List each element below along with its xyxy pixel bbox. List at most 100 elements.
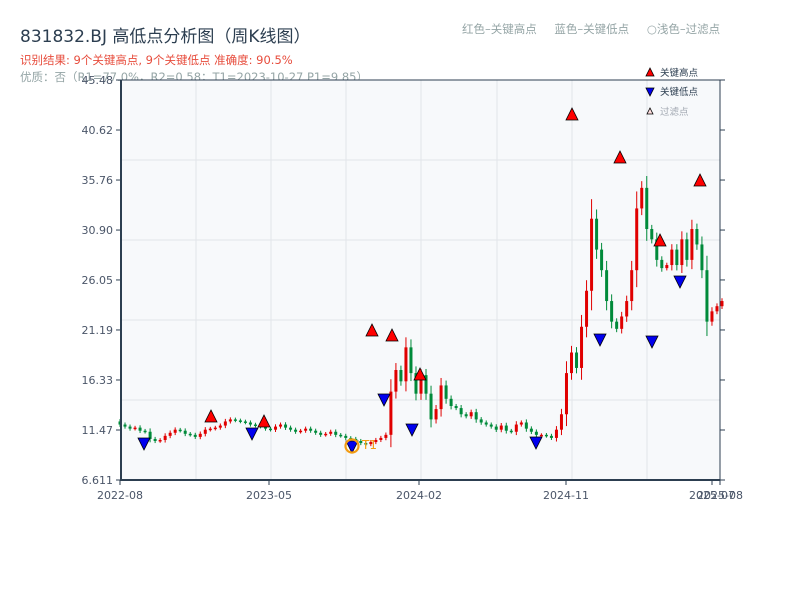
candle-down	[269, 428, 272, 431]
candle-up	[369, 442, 373, 445]
color-legend: 红色–关键高点 蓝色–关键低点 ○浅色–过滤点	[462, 21, 734, 37]
candle-up	[434, 409, 438, 420]
candle-down	[489, 424, 493, 427]
key-high-marker	[653, 233, 667, 247]
candle-down	[695, 229, 699, 245]
candle-down	[484, 422, 488, 425]
candle-down	[243, 421, 247, 423]
y-tick-label: 6.611	[82, 474, 114, 487]
key-high-marker	[613, 150, 627, 164]
candle-down	[655, 239, 659, 260]
candle-up	[374, 439, 378, 443]
legend-high-label: 关键高点	[660, 67, 699, 79]
candle-down	[314, 430, 318, 433]
x-tick-label: 2024-02	[396, 489, 442, 502]
legend-low-label: 关键低点	[660, 86, 699, 98]
candle-up	[710, 311, 714, 322]
legend-filtered-icon	[646, 107, 654, 115]
key-low-marker	[645, 335, 659, 349]
candle-down	[479, 419, 483, 423]
candle-down	[449, 398, 453, 407]
candle-down	[615, 321, 619, 329]
candle-up	[715, 306, 719, 312]
candle-down	[504, 425, 508, 431]
candle-up	[279, 424, 283, 427]
candle-down	[595, 218, 599, 250]
candle-down	[534, 431, 538, 435]
candle-up	[218, 425, 222, 428]
key-high-marker	[257, 414, 271, 428]
candle-down	[339, 434, 343, 437]
candle-up	[203, 429, 207, 434]
candle-up	[304, 428, 308, 431]
candle-up	[223, 421, 227, 426]
candle-up	[404, 347, 408, 382]
candle-up	[163, 435, 167, 440]
legend-filtered-label: 过滤点	[660, 106, 689, 118]
candle-up	[590, 218, 594, 291]
candle-up	[564, 373, 568, 415]
candle-down	[605, 270, 609, 302]
candle-up	[519, 422, 523, 425]
candle-down	[444, 385, 448, 399]
candle-down	[474, 412, 478, 420]
x-tick-label: 2023-05	[246, 489, 292, 502]
candle-down	[414, 373, 418, 394]
key-high-marker	[204, 409, 218, 423]
candle-down	[610, 301, 614, 322]
candle-up	[158, 439, 162, 442]
candle-down	[344, 435, 348, 438]
candle-down	[429, 393, 433, 420]
candle-down	[409, 347, 413, 374]
candle-up	[680, 239, 684, 266]
candle-up	[620, 316, 624, 329]
t1-circle-icon	[344, 438, 360, 454]
candle-up	[469, 412, 473, 417]
candle-down	[289, 427, 293, 430]
x-tick-label: 2025-07	[689, 489, 735, 502]
candle-up	[213, 427, 217, 430]
candle-up	[690, 229, 694, 260]
candle-down	[263, 426, 267, 429]
candle-down	[143, 430, 147, 433]
candle-up	[640, 187, 644, 209]
candle-up	[389, 391, 393, 435]
key-low-marker	[377, 393, 391, 407]
candle-up	[168, 432, 172, 436]
candle-down	[309, 428, 313, 431]
y-tick-label: 16.33	[82, 374, 114, 387]
candle-up	[329, 431, 333, 434]
candle-up	[580, 326, 584, 368]
candle-up	[208, 428, 212, 431]
candle-up	[299, 430, 303, 433]
candle-down	[650, 229, 654, 240]
candle-up	[559, 414, 563, 430]
candle-down	[178, 429, 182, 432]
candle-down	[128, 426, 132, 429]
key-low-marker	[529, 436, 543, 450]
key-low-marker	[137, 437, 151, 451]
candle-down	[675, 249, 679, 266]
key-low-marker	[345, 440, 359, 454]
candle-up	[665, 265, 669, 269]
marker-legend: 关键高点 关键低点 过滤点	[645, 67, 699, 118]
key-high-marker	[565, 107, 579, 121]
candle-down	[148, 431, 152, 439]
key-low-marker	[673, 275, 687, 289]
candle-down	[529, 428, 533, 432]
candle-down	[454, 406, 458, 409]
candle-down	[138, 427, 142, 431]
candle-up	[585, 290, 589, 327]
x-tick-label: 2022-08	[97, 489, 143, 502]
legend-high-icon	[645, 67, 655, 77]
candle-down	[183, 430, 187, 434]
candle-up	[439, 385, 443, 410]
candle-up	[274, 426, 278, 430]
candle-up	[384, 434, 388, 438]
key-high-marker	[413, 367, 427, 381]
y-tick-label: 26.05	[82, 274, 114, 287]
candle-down	[660, 259, 664, 269]
candle-down	[153, 438, 157, 442]
candle-down	[359, 441, 363, 444]
candle-down	[238, 420, 242, 422]
